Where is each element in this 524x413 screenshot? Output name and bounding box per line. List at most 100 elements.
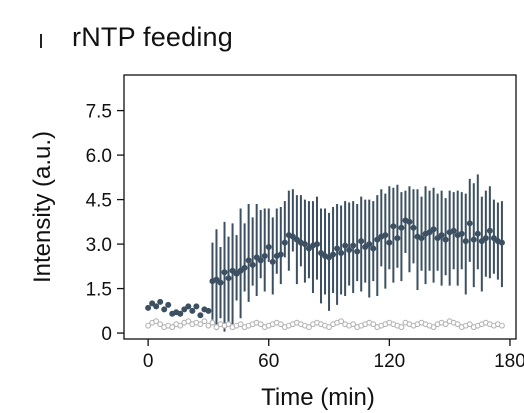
data-point-series-2 [153,318,160,325]
data-point-series-1 [490,235,497,242]
y-tick-label: 6.0 [86,146,112,167]
data-point-series-1 [197,312,204,319]
data-point-series-1 [362,244,369,251]
data-point-series-1 [450,227,457,234]
data-point-series-1 [462,238,469,245]
data-point-series-1 [458,230,465,237]
data-point-series-2 [145,322,152,329]
data-point-series-1 [426,229,433,236]
y-tick-label: 7.5 [86,102,112,123]
data-point-series-2 [442,321,449,328]
data-point-series-1 [241,264,248,271]
plot-frame [123,74,517,340]
data-point-series-1 [221,269,228,276]
data-point-series-1 [394,235,401,242]
data-point-series-1 [185,303,192,310]
data-point-series-2 [305,324,312,331]
data-point-series-1 [225,275,232,282]
data-point-series-1 [334,245,341,252]
data-point-series-2 [209,319,216,326]
data-point-series-1 [249,261,256,268]
data-point-series-1 [177,310,184,317]
y-tick-label: 0 [101,324,112,345]
data-point-series-2 [225,321,232,328]
data-point-series-2 [237,321,244,328]
data-point-series-1 [346,247,353,254]
data-point-series-1 [153,303,160,310]
data-point-series-1 [398,224,405,231]
x-axis: 0 60 120 180 [143,339,524,372]
data-point-series-2 [326,324,332,331]
data-point-series-1 [149,300,156,307]
data-point-series-1 [498,239,505,246]
data-point-series-1 [289,233,296,240]
data-point-series-2 [454,321,461,328]
data-point-series-2 [213,324,220,331]
data-point-series-2 [338,318,345,325]
data-point-series-1 [410,224,417,231]
x-axis-label: Time (min) [261,384,375,411]
data-point-series-1 [318,249,325,256]
data-point-series-1 [305,245,312,252]
data-point-series-1 [418,235,425,242]
data-point-series-1 [370,245,377,252]
data-point-series-1 [354,248,361,255]
data-point-series-1 [342,242,349,249]
data-point-series-1 [277,251,284,258]
data-point-series-1 [406,218,413,225]
x-tick-label: 60 [258,351,279,372]
y-tick-label: 4.5 [86,191,112,212]
data-point-series-1 [358,238,365,245]
data-point-series-1 [233,270,240,277]
data-point-series-2 [466,321,473,328]
y-tick-label: 1.5 [86,280,112,301]
data-point-series-1 [181,306,188,313]
data-point-series-1 [213,276,220,283]
data-point-series-1 [165,301,172,308]
data-point-series-2 [205,322,212,329]
data-point-series-2 [370,321,377,328]
data-point-series-1 [253,254,260,261]
x-tick-label: 0 [143,351,154,372]
data-point-series-1 [482,235,489,242]
data-point-series-1 [301,241,308,248]
data-point-series-1 [313,241,320,248]
data-point-series-1 [486,227,493,234]
data-points [145,217,505,331]
y-tick-label: 3.0 [86,235,112,256]
data-point-series-1 [390,223,397,230]
data-point-series-1 [189,307,196,314]
data-point-series-1 [330,251,337,258]
data-point-series-1 [205,307,212,314]
data-point-series-1 [434,235,441,242]
y-axis: 0 1.5 3.0 4.5 6.0 7.5 [86,102,124,345]
data-point-series-1 [382,232,389,239]
data-point-series-1 [350,242,357,249]
data-point-series-1 [366,241,373,248]
x-tick-label: 180 [494,351,524,372]
title-marker [40,34,42,48]
data-point-series-1 [257,257,264,264]
data-point-series-1 [438,232,445,239]
data-point-series-2 [430,324,437,331]
data-point-series-2 [169,324,176,331]
error-bars [211,174,503,332]
y-axis-label: Intensity (a.u.) [29,131,56,283]
data-point-series-1 [161,306,168,313]
data-point-series-1 [145,304,152,311]
data-point-series-1 [157,298,164,305]
data-point-series-1 [430,226,437,233]
data-point-series-1 [193,303,200,310]
data-point-series-1 [265,244,272,251]
data-point-series-1 [442,236,449,243]
data-point-series-1 [338,249,345,256]
x-tick-label: 120 [374,351,406,372]
data-point-series-1 [466,220,473,227]
data-point-series-1 [245,257,252,264]
data-point-series-2 [350,321,357,328]
data-point-series-1 [281,239,288,246]
data-point-series-1 [374,236,381,243]
data-point-series-1 [478,238,485,245]
data-point-series-2 [201,318,208,325]
